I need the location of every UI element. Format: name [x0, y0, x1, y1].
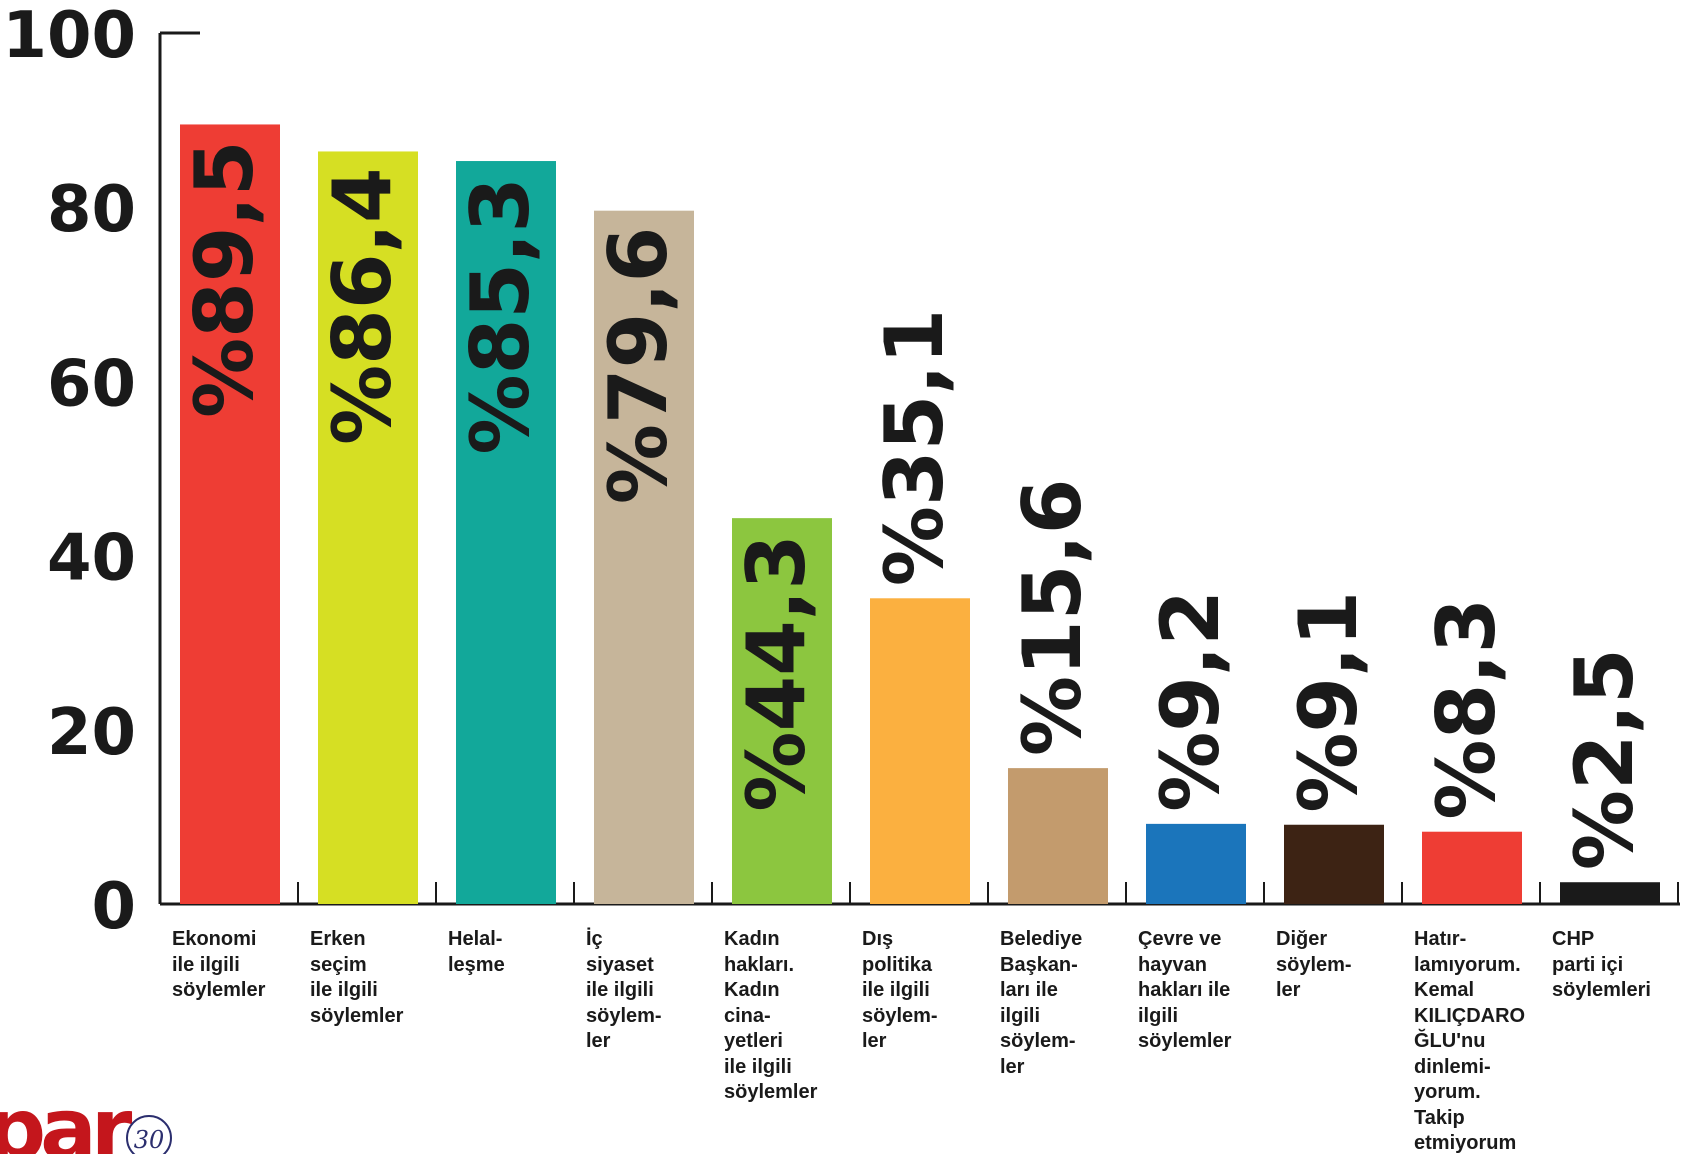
- x-category-label: Kadın hakları. Kadın cina- yetleri ile i…: [724, 928, 818, 1103]
- bar: [1284, 824, 1384, 904]
- bar: [870, 598, 970, 904]
- y-tick-label: 40: [47, 522, 136, 596]
- bar-value-label: %9,1: [1282, 591, 1375, 813]
- bar-value-label: %35,1: [868, 309, 961, 587]
- brand-logo: par 30: [0, 1100, 172, 1154]
- y-tick-label: 0: [91, 870, 136, 944]
- x-category-label: Helal- leşme: [448, 928, 505, 976]
- bar-value-label: %15,6: [1006, 479, 1099, 757]
- x-category-label: Belediye Başkan- ları ile ilgili söylem-…: [1000, 928, 1083, 1078]
- bar: [318, 151, 418, 904]
- y-tick-label: 60: [47, 347, 136, 421]
- bar-value-label: %79,6: [592, 227, 685, 505]
- bar: [1422, 831, 1522, 904]
- y-tick-label: 80: [47, 173, 136, 247]
- x-category-label: Çevre ve hayvan hakları ile ilgili söyle…: [1138, 928, 1232, 1052]
- y-tick-label: 20: [47, 696, 136, 770]
- bar: [180, 124, 280, 904]
- bar: [1008, 768, 1108, 904]
- bar: [732, 518, 832, 904]
- bar: [1146, 823, 1246, 904]
- x-category-label: Ekonomi ile ilgili söylemler: [172, 928, 266, 1001]
- bar-value-label: %9,2: [1144, 590, 1237, 812]
- bar: [456, 161, 556, 905]
- bar-value-label: %8,3: [1420, 598, 1513, 820]
- bar-value-label: %86,4: [316, 167, 409, 445]
- x-category-label: Erken seçim ile ilgili söylemler: [310, 928, 404, 1027]
- bar-value-label: %2,5: [1558, 648, 1651, 870]
- x-category-label: Dış politika ile ilgili söylem- ler: [862, 928, 938, 1052]
- x-category-label: CHP parti içi söylemleri: [1552, 928, 1651, 1001]
- bar-value-label: %44,3: [730, 534, 823, 812]
- x-category-label: İç siyaset ile ilgili söylem- ler: [586, 928, 662, 1052]
- bar-value-label: %85,3: [454, 177, 547, 455]
- bar: [594, 210, 694, 904]
- logo-badge-text: 30: [134, 1126, 165, 1154]
- logo-badge-circle: [126, 1115, 172, 1154]
- y-tick-label: 100: [2, 0, 136, 73]
- x-category-label: Hatır- lamıyorum. Kemal KILIÇDARO ĞLU'nu…: [1414, 928, 1526, 1154]
- logo-text: par: [0, 1100, 133, 1154]
- bar: [1560, 882, 1660, 904]
- bar-value-label: %89,5: [178, 140, 271, 418]
- x-category-label: Diğer söylem- ler: [1276, 928, 1352, 1001]
